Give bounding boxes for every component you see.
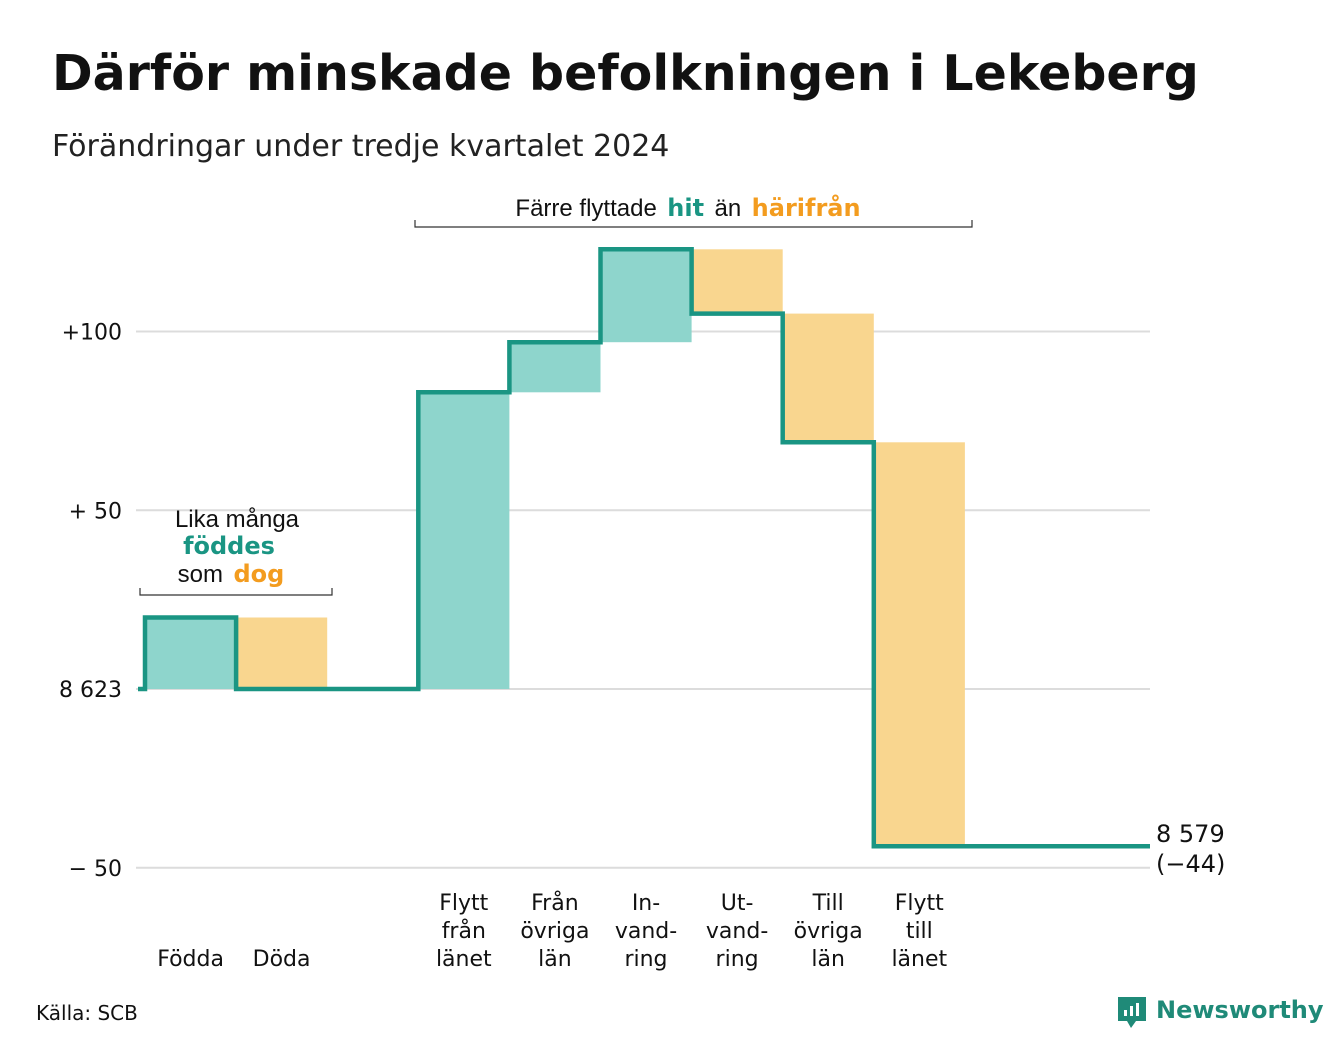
bars [145,249,965,847]
running-total-line [138,247,1150,849]
bar [236,617,328,689]
category-label: Födda [157,947,224,972]
brand: Newsworthy [1118,996,1324,1028]
y-tick-label: 8 623 [59,678,122,703]
bar [509,342,601,393]
net-change-label: (−44) [1156,850,1225,878]
annotation-highlight-died: dog [233,560,284,588]
bar [600,249,692,343]
category-label: In-vand-ring [615,891,677,972]
category-label: Från övriga län [520,890,589,972]
category-labels: Födda Döda Flytt från länet Från övriga län In-v… [157,890,947,972]
annotation-highlight-born: föddes [183,532,275,560]
annotation-bracket-births-deaths [139,588,333,596]
annotation-bracket-migration [414,220,973,228]
annotation-line3: som dog [178,560,285,588]
migration-prefix: Färre flyttade [515,195,656,222]
y-tick-label: +100 [62,321,122,346]
brand-name: Newsworthy [1156,996,1324,1024]
annotation-line3-prefix: som [178,561,223,588]
category-label: Flytt till länet [891,891,947,972]
migration-annotation-text: Färre flyttade hit än härifrån [515,193,860,222]
births-deaths-annotation: Lika många föddes som dog [139,506,333,596]
migration-highlight-in: hit [667,194,704,222]
y-tick-label: + 50 [69,499,122,524]
category-label: Flytt från länet [436,891,492,972]
bar [145,617,237,689]
y-axis-ticks: +100 + 50 8 623 − 50 [59,321,122,882]
newsworthy-logo-icon [1118,997,1146,1028]
category-label: Döda [253,947,311,972]
chart-subtitle: Förändringar under tredje kvartalet 2024 [52,129,669,164]
end-value-label: 8 579 [1156,820,1225,848]
category-label: Till övriga län [794,891,863,972]
chart-title: Därför minskade befolkningen i Lekeberg [52,45,1199,102]
migration-annotation: Färre flyttade hit än härifrån [414,193,973,228]
bar [418,392,510,689]
migration-middle: än [715,195,742,222]
bar [691,249,783,314]
bar [873,442,965,847]
bar [782,313,874,443]
category-label: Ut-vand-ring [706,891,768,972]
source-note: Källa: SCB [36,1001,138,1025]
annotation-line1: Lika många [175,506,300,533]
grid [136,330,1150,869]
y-tick-label: − 50 [69,857,122,882]
migration-highlight-out: härifrån [752,193,861,222]
